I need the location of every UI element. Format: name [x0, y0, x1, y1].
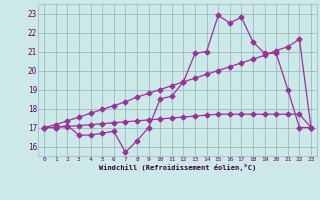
X-axis label: Windchill (Refroidissement éolien,°C): Windchill (Refroidissement éolien,°C)	[99, 164, 256, 171]
